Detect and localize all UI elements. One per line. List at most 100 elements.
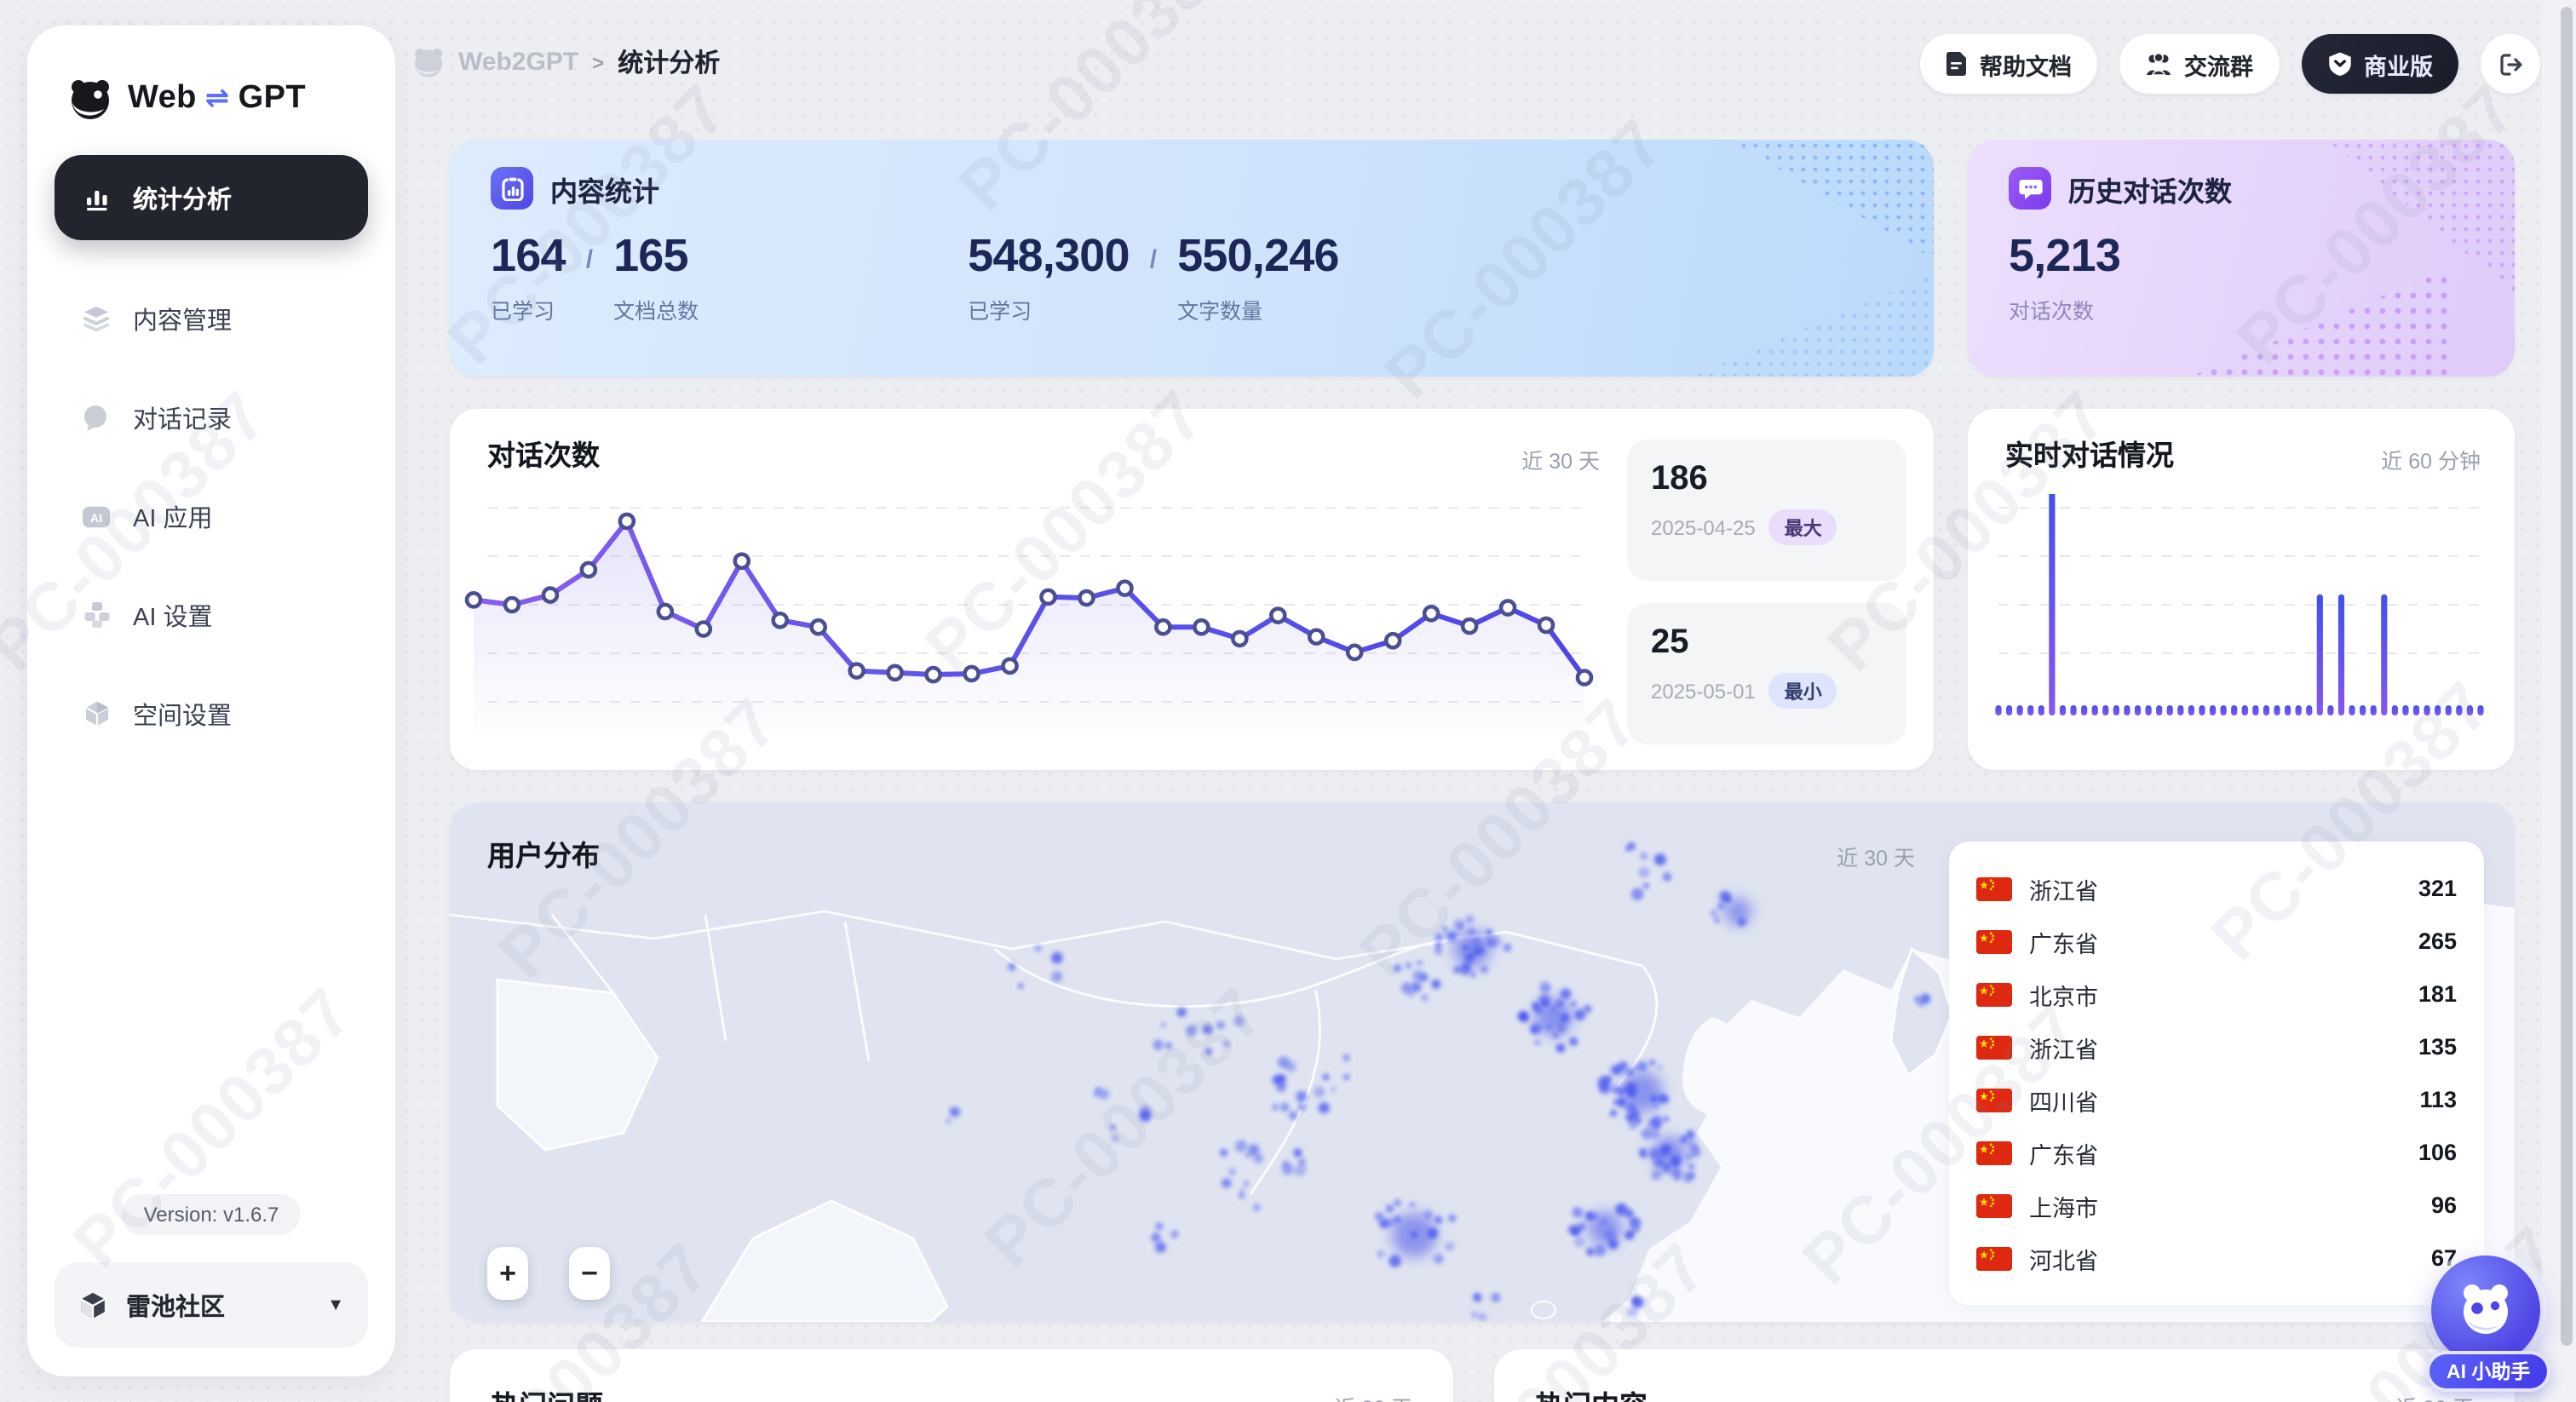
header-actions: 帮助文档 交流群 商业版	[1920, 34, 2540, 94]
help-docs-label: 帮助文档	[1980, 54, 2072, 79]
province-value: 113	[2419, 1087, 2457, 1112]
panda-logo-icon-faded	[412, 46, 445, 78]
user-heatmap-dots	[945, 842, 2070, 1321]
map-title: 用户分布	[487, 842, 600, 872]
province-name: 广东省	[2029, 931, 2098, 957]
community-group-button[interactable]: 交流群	[2119, 34, 2279, 94]
pro-version-button[interactable]: 商业版	[2301, 34, 2458, 94]
ai-assistant-widget[interactable]: AI 小助手	[2426, 1255, 2551, 1392]
max-badge: 最大	[1768, 509, 1837, 545]
page-scrollbar[interactable]	[2542, 0, 2576, 1402]
bar-chart-icon	[82, 183, 111, 212]
document-icon	[1946, 51, 1968, 77]
china-flag-icon	[1976, 1246, 2012, 1270]
hot-questions-card: 热门问题 近 30 天	[450, 1349, 1453, 1402]
history-label: 对话次数	[2009, 300, 2095, 324]
sidebar-item-space-settings[interactable]: 空间设置	[55, 690, 368, 738]
swap-arrows-icon: ⇌	[204, 82, 230, 114]
sidebar-item-label: AI 应用	[133, 505, 213, 532]
min-stat-box: 25 2025-05-01 最小	[1627, 603, 1906, 744]
sidebar-item-content[interactable]: 内容管理	[55, 295, 368, 342]
content-stats-title: 内容统计	[550, 178, 660, 207]
logout-icon	[2497, 50, 2524, 78]
province-value: 135	[2418, 1034, 2457, 1060]
map-zoom-in-button[interactable]: +	[487, 1247, 528, 1300]
line-chart-range: 近 30 天	[1521, 450, 1600, 474]
line-chart-title: 对话次数	[487, 441, 600, 472]
province-name: 河北省	[2029, 1248, 2098, 1273]
content-stats-card: 内容统计 164 已学习 / 165 文档总数 548,300 已学习 /	[450, 140, 1934, 376]
province-row[interactable]: 浙江省 135	[1976, 1020, 2457, 1073]
china-flag-icon	[1976, 982, 2012, 1006]
province-value: 96	[2430, 1192, 2457, 1218]
realtime-bar-chart[interactable]	[1992, 494, 2491, 733]
history-value: 5,213	[2009, 230, 2121, 281]
province-row[interactable]: 河北省 67	[1976, 1232, 2457, 1284]
scrollbar-thumb[interactable]	[2561, 7, 2573, 1346]
province-row[interactable]: 浙江省 321	[1976, 862, 2457, 915]
sidebar-item-ai-apps[interactable]: AI AI 应用	[55, 492, 368, 540]
hot-content-title: 热门内容	[1535, 1383, 1647, 1402]
province-row[interactable]: 上海市 96	[1976, 1179, 2457, 1232]
province-row[interactable]: 四川省 113	[1976, 1073, 2457, 1126]
max-value: 186	[1651, 460, 1708, 497]
province-name: 浙江省	[2029, 878, 2098, 904]
china-flag-icon	[1976, 1035, 2012, 1059]
sidebar-item-label: 统计分析	[133, 187, 232, 214]
sidebar: Web ⇌ GPT 统计分析	[27, 26, 395, 1376]
app-logo: Web ⇌ GPT	[68, 77, 306, 121]
province-ranking-panel: 浙江省 321 广东省 265 北京市 181 浙江省 135 四川省 113	[1949, 842, 2484, 1305]
hot-questions-range: 近 30 天	[1334, 1390, 1412, 1402]
docs-total-label: 文档总数	[613, 300, 699, 324]
app-name-left: Web	[128, 80, 197, 116]
sidebar-item-ai-settings[interactable]: AI 设置	[55, 591, 368, 639]
hot-content-card: 热门内容 近 30 天	[1494, 1349, 2515, 1402]
province-row[interactable]: 广东省 265	[1976, 915, 2457, 968]
sidebar-item-label: AI 设置	[133, 604, 213, 631]
sidebar-item-conversations[interactable]: 对话记录	[55, 394, 368, 441]
layers-icon	[82, 304, 111, 333]
history-chat-icon	[2009, 167, 2051, 210]
community-cube-icon	[78, 1290, 107, 1319]
province-row[interactable]: 北京市 181	[1976, 968, 2457, 1020]
docs-total-value: 165	[613, 230, 689, 281]
province-name: 浙江省	[2029, 1037, 2098, 1062]
province-value: 181	[2418, 981, 2457, 1007]
map-zoom-out-button[interactable]: −	[569, 1247, 610, 1300]
people-icon	[2145, 52, 2172, 76]
min-badge: 最小	[1768, 673, 1837, 709]
modules-icon	[82, 600, 111, 629]
china-flag-icon	[1976, 876, 2012, 900]
realtime-range: 近 60 分钟	[2381, 450, 2481, 474]
user-distribution-card: 用户分布 近 30 天 浙江省 321 广东省 265 北京市 181 浙江省 …	[450, 802, 2515, 1322]
help-docs-button[interactable]: 帮助文档	[1920, 34, 2097, 94]
breadcrumb: Web2GPT > 统计分析	[412, 44, 720, 80]
ai-assistant-button[interactable]	[2431, 1255, 2540, 1365]
community-dropdown[interactable]: 雷池社区 ▼	[55, 1262, 368, 1347]
logout-button[interactable]	[2481, 34, 2540, 94]
panda-assistant-icon	[2453, 1278, 2518, 1342]
breadcrumb-root[interactable]: Web2GPT	[458, 48, 579, 77]
province-value: 321	[2418, 876, 2457, 901]
content-stats-icon	[491, 167, 533, 210]
min-value: 25	[1651, 623, 1689, 661]
hot-questions-title: 热门问题	[491, 1383, 603, 1402]
province-value: 106	[2418, 1140, 2457, 1165]
ai-assistant-label: AI 小助手	[2426, 1351, 2551, 1392]
province-row[interactable]: 广东省 106	[1976, 1126, 2457, 1179]
sidebar-item-label: 内容管理	[133, 307, 232, 335]
max-date: 2025-04-25	[1651, 515, 1756, 539]
province-name: 四川省	[2029, 1089, 2098, 1115]
breadcrumb-separator: >	[592, 50, 605, 74]
map-range: 近 30 天	[1837, 847, 1915, 871]
line-chart[interactable]	[463, 494, 1605, 733]
sidebar-item-statistics[interactable]: 统计分析	[55, 155, 368, 240]
min-date: 2025-05-01	[1651, 679, 1756, 703]
chars-stat: 548,300 已学习 / 550,246 文字数量	[968, 228, 1339, 325]
chat-bubble-icon	[82, 403, 111, 432]
conversations-chart-card: 对话次数 近 30 天 186 2025-04-25 最大 25 2025-05…	[450, 409, 1934, 770]
china-flag-icon	[1976, 1088, 2012, 1112]
pro-version-label: 商业版	[2364, 54, 2433, 79]
community-label: 雷池社区	[126, 1294, 225, 1321]
